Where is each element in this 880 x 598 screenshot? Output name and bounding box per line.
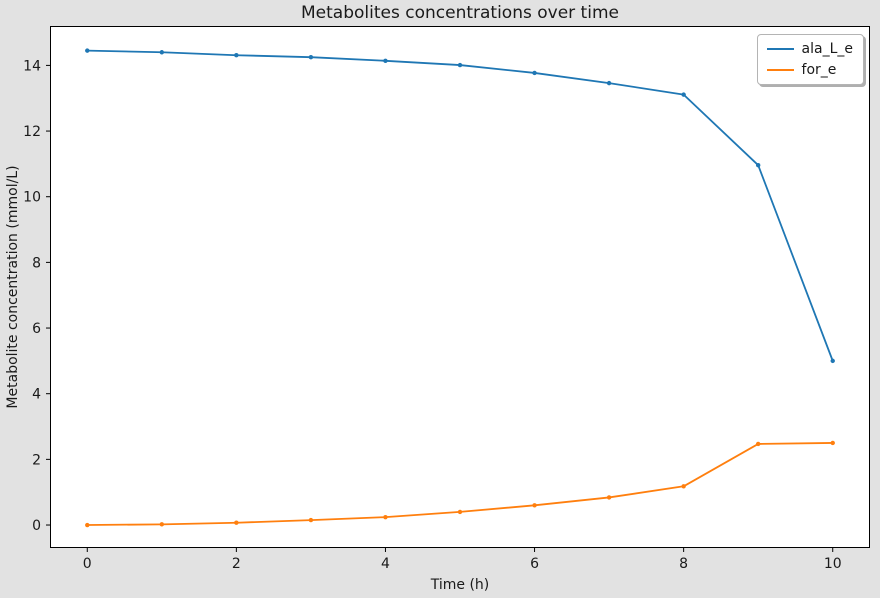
- data-point-for_e-3: [308, 517, 314, 523]
- y-tick-label: 14: [23, 58, 41, 74]
- series-line-ala_L_e: [86, 49, 834, 362]
- data-point-for_e-2: [234, 520, 239, 525]
- legend-line-sample-for_e: [766, 69, 794, 71]
- y-tick-label: 6: [32, 321, 41, 337]
- y-tick-label: 10: [23, 190, 41, 206]
- y-tick-label: 4: [32, 387, 41, 403]
- y-tick-label: 0: [32, 518, 41, 534]
- data-point-ala_L_e-1: [159, 50, 165, 55]
- x-tick-label: 10: [824, 556, 842, 572]
- legend: ala_L_e for_e: [756, 34, 864, 85]
- x-tick-label: 6: [530, 556, 539, 572]
- chart-title: Metabolites concentrations over time: [301, 3, 619, 23]
- data-point-for_e-4: [383, 514, 388, 520]
- data-point-for_e-8: [681, 484, 686, 489]
- data-point-for_e-7: [606, 495, 612, 500]
- x-tick-label: 0: [83, 556, 92, 572]
- data-point-ala_L_e-6: [532, 70, 537, 76]
- y-axis-label: Metabolite concentration (mmol/L): [5, 165, 21, 409]
- y-tick-label: 12: [23, 124, 41, 140]
- data-point-ala_L_e-5: [457, 62, 463, 68]
- legend-label-for_e: for_e: [801, 62, 837, 78]
- data-point-ala_L_e-0: [85, 48, 90, 53]
- data-point-for_e-5: [457, 509, 463, 515]
- x-tick-label: 8: [679, 556, 688, 572]
- data-point-ala_L_e-2: [234, 53, 239, 58]
- plot-border: [50, 26, 870, 548]
- x-tick-label: 4: [381, 556, 390, 572]
- legend-item-for_e: for_e: [766, 62, 853, 78]
- data-point-for_e-6: [532, 503, 537, 508]
- data-point-ala_L_e-4: [383, 58, 388, 63]
- data-point-ala_L_e-8: [681, 92, 686, 97]
- data-point-ala_L_e-10: [830, 358, 835, 364]
- legend-line-sample-ala_L_e: [766, 48, 794, 50]
- y-tick-label: 8: [32, 255, 41, 271]
- data-point-for_e-10: [830, 440, 835, 446]
- legend-item-ala_L_e: ala_L_e: [766, 41, 853, 57]
- legend-label-ala_L_e: ala_L_e: [801, 41, 853, 57]
- data-point-ala_L_e-3: [308, 54, 314, 60]
- data-point-for_e-9: [755, 441, 761, 447]
- data-point-for_e-0: [85, 522, 90, 528]
- plot-area: 0 2 4 6 8 10 0 2 4 6 8 10 12 14 ala_L_e for_e: [23, 26, 870, 572]
- data-point-ala_L_e-7: [606, 80, 612, 86]
- data-point-for_e-1: [159, 522, 165, 527]
- x-axis-label: Time (h): [430, 577, 490, 593]
- x-tick-label: 2: [232, 556, 241, 572]
- data-point-ala_L_e-9: [755, 163, 761, 168]
- plot-canvas: 0 2 4 6 8 10 0 2 4 6 8 10 12 14: [23, 26, 870, 572]
- y-tick-label: 2: [32, 452, 41, 468]
